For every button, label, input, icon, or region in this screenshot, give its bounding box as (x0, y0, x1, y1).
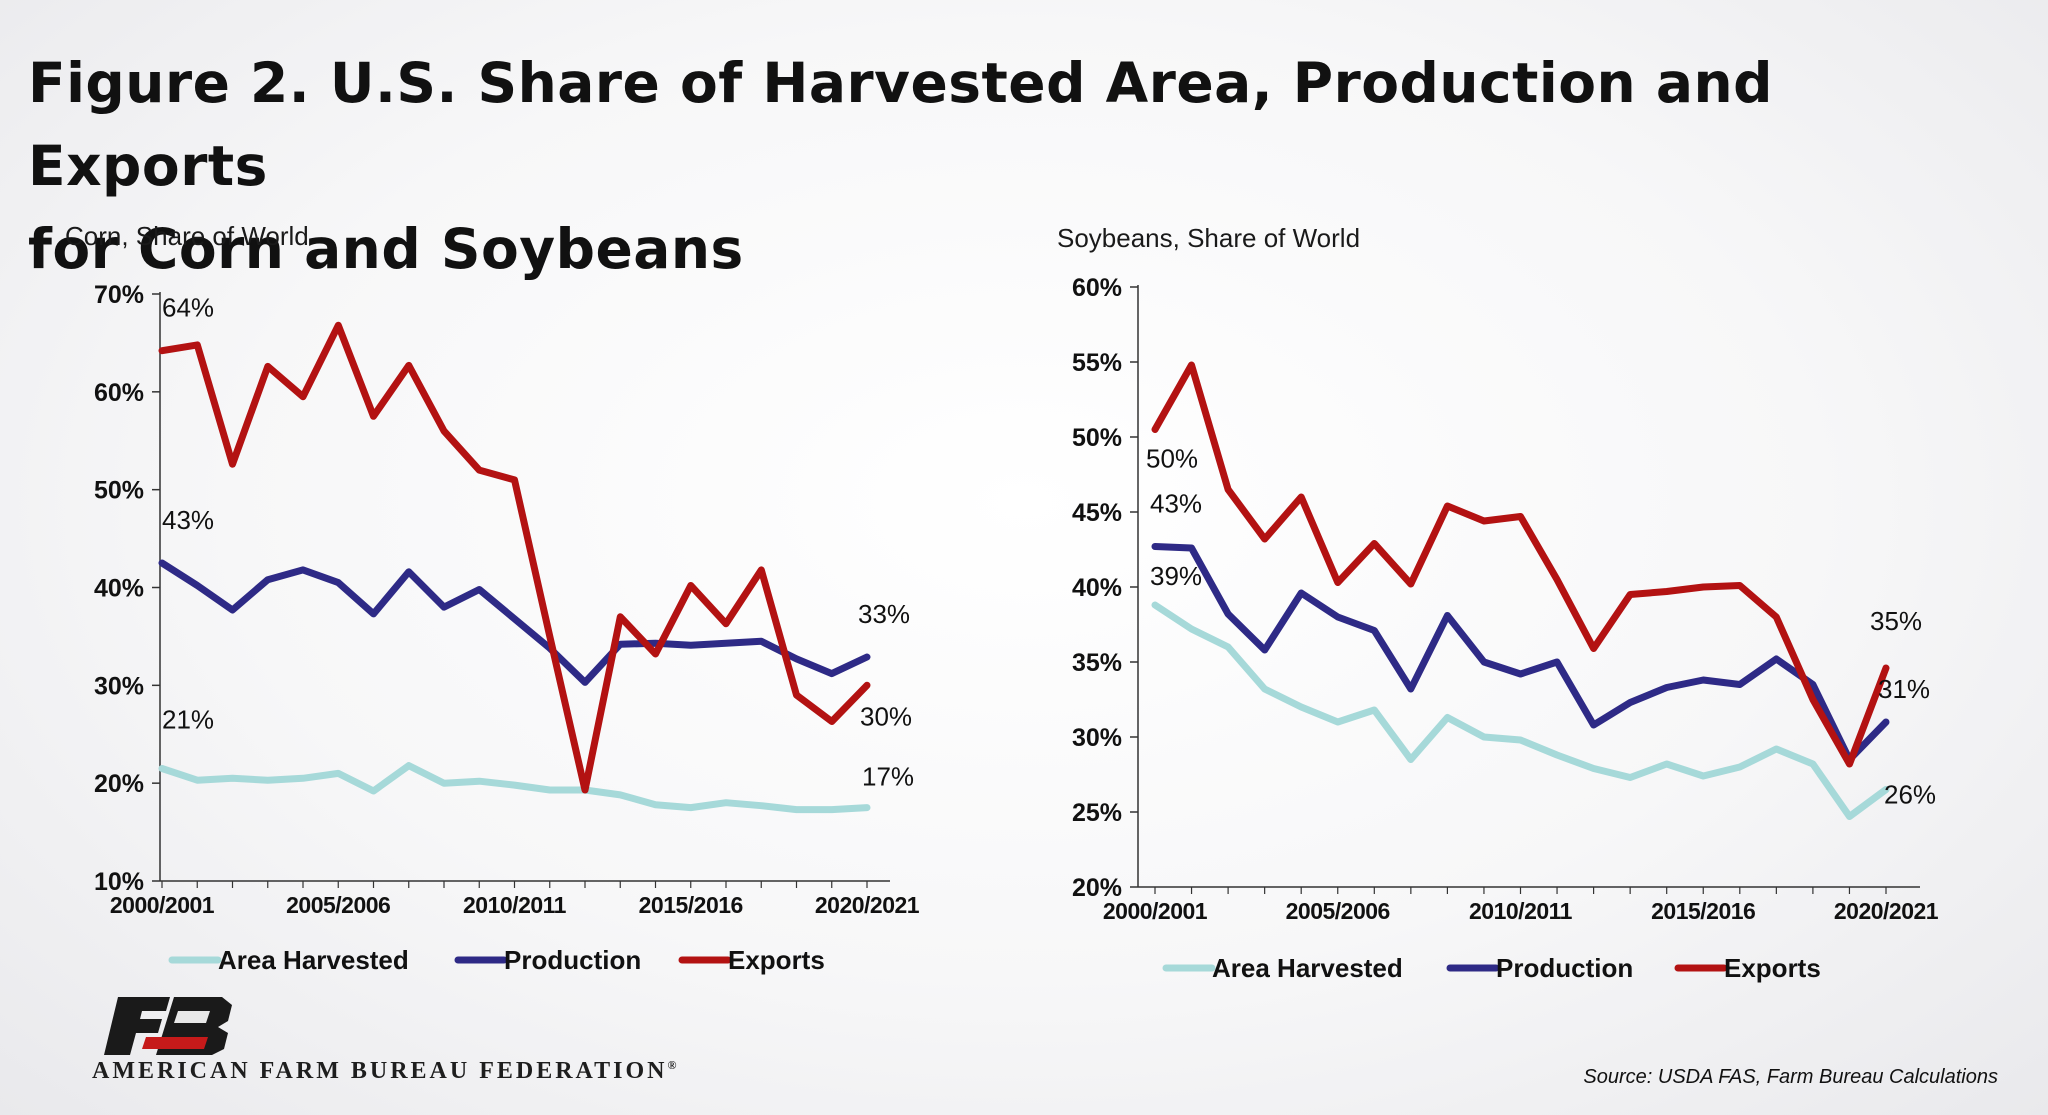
soybeans-annotation-production-start: 43% (1150, 489, 1202, 519)
figure-title-line-1: Figure 2. U.S. Share of Harvested Area, … (28, 51, 1773, 198)
soybeans-annotation-exports-start: 50% (1146, 444, 1198, 474)
corn-annotation-production-end: 33% (858, 599, 910, 629)
soybeans-legend-label-area: Area Harvested (1212, 953, 1403, 983)
corn-series-production (158, 559, 871, 686)
corn-x-tick-label: 2015/2016 (639, 892, 743, 918)
corn-series-exports (158, 321, 871, 794)
corn-y-tick-label: 10% (94, 868, 144, 896)
source-note: Source: USDA FAS, Farm Bureau Calculatio… (1583, 1066, 1998, 1088)
corn-series-area (158, 762, 871, 814)
corn-annotation-exports-start: 64% (162, 293, 214, 323)
corn-y-tick-label: 60% (94, 379, 144, 407)
soybeans-y-tick-label: 20% (1072, 874, 1122, 902)
soybeans-x-tick-label: 2010/2011 (1469, 898, 1573, 924)
soybeans-y-tick-label: 30% (1072, 724, 1122, 752)
corn-x-tick-label: 2000/2001 (110, 892, 215, 918)
soybeans-x-tick-label: 2005/2006 (1286, 898, 1390, 924)
corn-annotation-area-end: 17% (862, 762, 914, 792)
soybeans-y-tick-label: 55% (1072, 349, 1122, 377)
corn-chart-title: Corn, Share of World (65, 221, 309, 251)
soybeans-legend-label-production: Production (1496, 953, 1633, 983)
soybeans-y-tick-label: 35% (1072, 649, 1122, 677)
corn-y-tick-label: 40% (94, 575, 144, 603)
corn-legend-label-exports: Exports (728, 945, 825, 975)
soybeans-chart-title: Soybeans, Share of World (1057, 223, 1360, 253)
corn-legend-label-area: Area Harvested (218, 945, 409, 975)
soybeans-y-tick-label: 25% (1072, 799, 1122, 827)
figure-title-line-2: for Corn and Soybeans (28, 217, 744, 281)
soybeans-y-tick-label: 50% (1072, 424, 1122, 452)
soybeans-y-tick-label: 60% (1072, 274, 1122, 302)
corn-y-tick-label: 70% (94, 281, 144, 309)
soybeans-annotation-area-end: 26% (1884, 780, 1936, 810)
soybeans-annotation-production-end: 31% (1878, 674, 1930, 704)
corn-annotation-exports-end: 30% (860, 701, 912, 731)
corn-y-tick-label: 50% (94, 477, 144, 505)
soybeans-series-area (1151, 601, 1890, 820)
corn-x-tick-label: 2005/2006 (286, 892, 390, 918)
corn-legend-label-production: Production (504, 945, 641, 975)
corn-y-tick-label: 30% (94, 672, 144, 700)
corn-annotation-production-start: 43% (162, 505, 214, 535)
soybeans-legend-label-exports: Exports (1724, 953, 1821, 983)
corn-annotation-area-start: 21% (162, 704, 214, 734)
farm-bureau-logo-mark (104, 997, 232, 1055)
corn-y-tick-label: 20% (94, 770, 144, 798)
figure-title: Figure 2. U.S. Share of Harvested Area, … (28, 42, 2028, 291)
organization-name: AMERICAN FARM BUREAU FEDERATION® (92, 1058, 680, 1084)
corn-x-tick-label: 2010/2011 (463, 892, 567, 918)
soybeans-y-tick-label: 40% (1072, 574, 1122, 602)
corn-x-tick-label: 2020/2021 (815, 892, 920, 918)
soybeans-annotation-area-start: 39% (1150, 561, 1202, 591)
soybeans-x-tick-label: 2000/2001 (1103, 898, 1208, 924)
farm-bureau-logo (104, 997, 232, 1055)
soybeans-series-exports (1151, 361, 1890, 768)
soybeans-x-tick-label: 2015/2016 (1651, 898, 1755, 924)
soybeans-series-production (1151, 543, 1890, 763)
soybeans-y-tick-label: 45% (1072, 499, 1122, 527)
soybeans-annotation-exports-end: 35% (1870, 606, 1922, 636)
soybeans-x-tick-label: 2020/2021 (1834, 898, 1939, 924)
